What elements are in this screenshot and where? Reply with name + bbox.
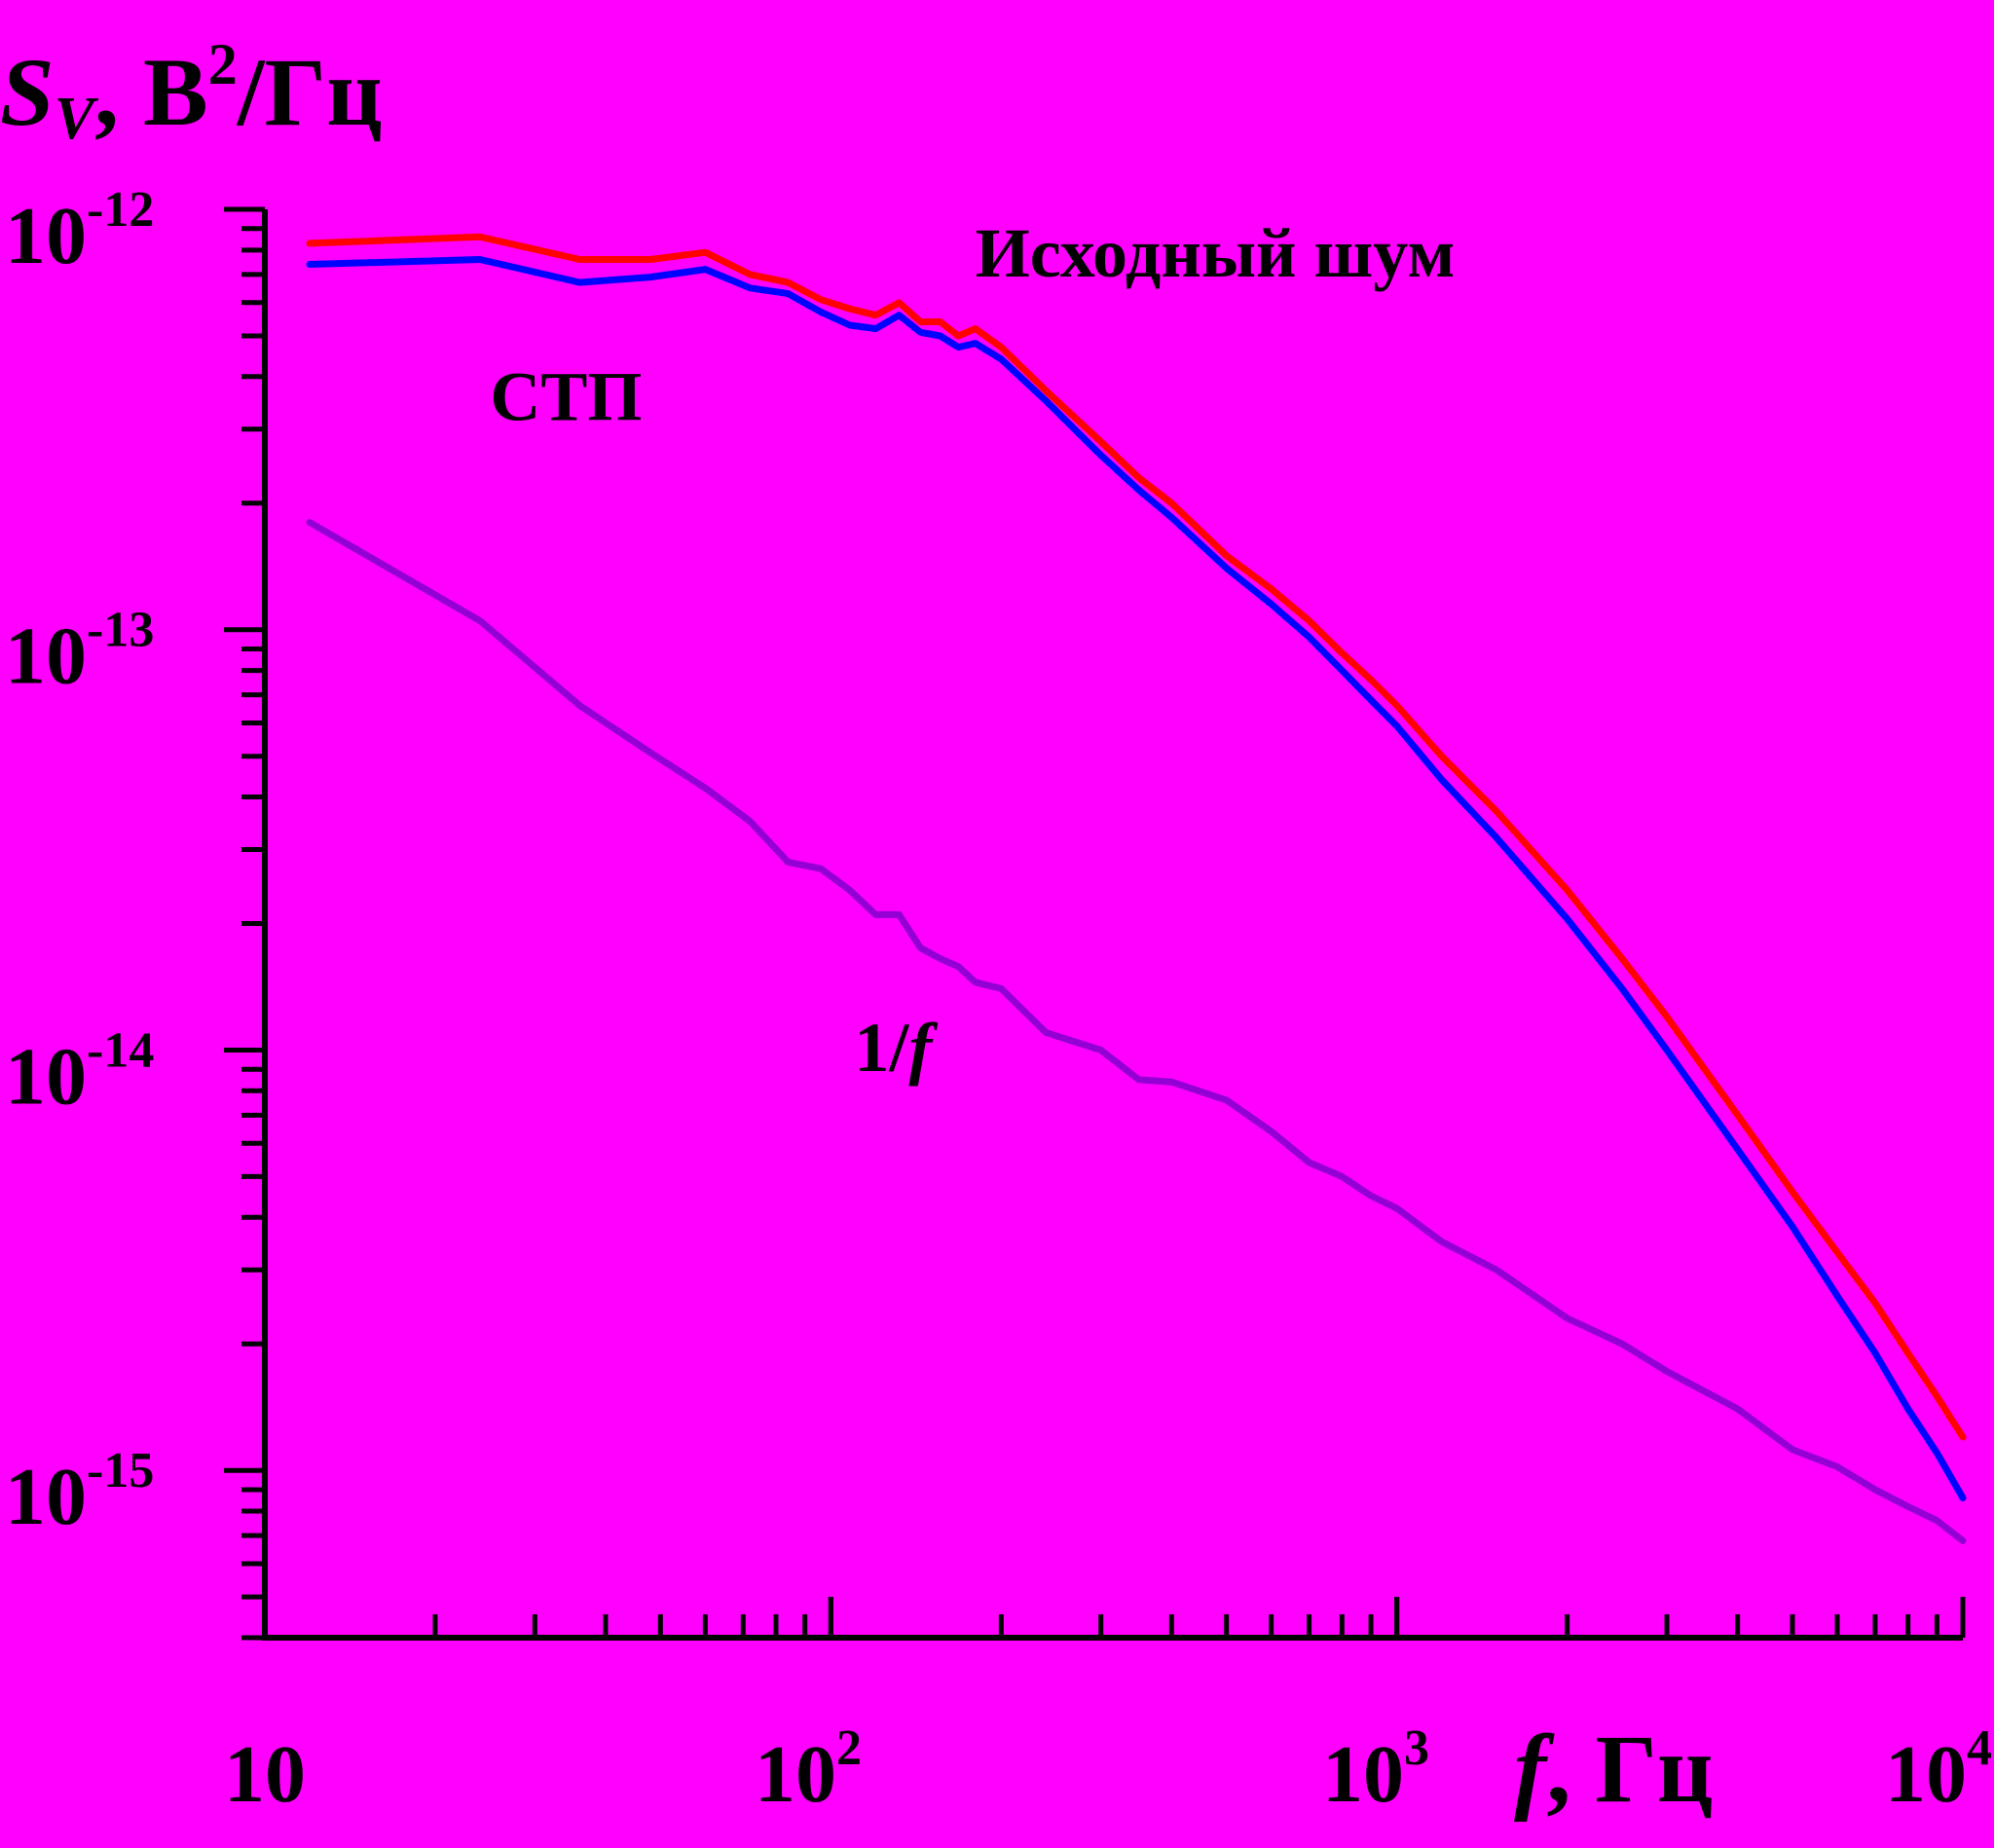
y-axis-label-unit2: /Гц — [237, 38, 383, 146]
series-line-2 — [306, 519, 1967, 1544]
chart-series — [306, 233, 1967, 1544]
y-tick-label-sup: -12 — [87, 182, 154, 238]
y-tick-label-sup: -14 — [87, 1022, 154, 1078]
annotation-original-noise: Исходный шум — [976, 214, 1456, 292]
annotation-stp: СТП — [490, 358, 642, 436]
x-tick-label-sup: 2 — [836, 1720, 862, 1776]
x-tick-labels: 10 102 103 104 — [224, 1720, 1992, 1820]
x-axis-label: f, Гц — [1514, 1715, 1714, 1823]
x-tick-label-base: 10 — [1322, 1729, 1404, 1820]
x-tick-label-sup: 4 — [1967, 1720, 1992, 1776]
x-axis-label-unit: , Гц — [1546, 1715, 1713, 1823]
y-tick-label-base: 10 — [5, 611, 87, 702]
annotation-1-over-f-italic: f — [908, 1009, 938, 1087]
y-tick-label: 10-13 — [5, 603, 154, 702]
y-tick-label-sup: -15 — [87, 1443, 154, 1498]
y-axis-label-unit: , В — [94, 38, 208, 146]
series-line-1 — [306, 256, 1967, 1501]
x-tick-label: 10 — [224, 1729, 306, 1820]
y-axis-label-sup: 2 — [208, 32, 238, 96]
y-tick-label: 10-15 — [5, 1443, 154, 1542]
y-tick-label-base: 10 — [5, 1031, 87, 1122]
y-tick-label-base: 10 — [5, 191, 87, 281]
x-tick-label-base: 10 — [755, 1729, 836, 1820]
x-tick-label: 103 — [1322, 1720, 1429, 1820]
x-tick-label: 104 — [1885, 1720, 1992, 1820]
series-line-0 — [306, 233, 1967, 1441]
annotation-1-over-f: 1/f — [854, 1009, 938, 1087]
x-tick-label-base: 10 — [224, 1729, 306, 1820]
y-tick-label: 10-14 — [5, 1022, 154, 1122]
annotation-1-over-f-text: 1/ — [854, 1009, 909, 1087]
y-axis-label-sub: V — [55, 86, 99, 152]
y-tick-label: 10-12 — [5, 182, 154, 281]
x-tick-label: 102 — [755, 1720, 862, 1820]
y-axis-label: SV, В2/Гц — [0, 32, 383, 152]
y-axis-label-main: S — [0, 38, 55, 146]
y-tick-label-sup: -13 — [87, 603, 154, 658]
y-tick-label-base: 10 — [5, 1452, 87, 1542]
axis-ticks — [224, 206, 1966, 1641]
x-tick-label-sup: 3 — [1404, 1720, 1429, 1776]
x-tick-label-base: 10 — [1885, 1729, 1967, 1820]
